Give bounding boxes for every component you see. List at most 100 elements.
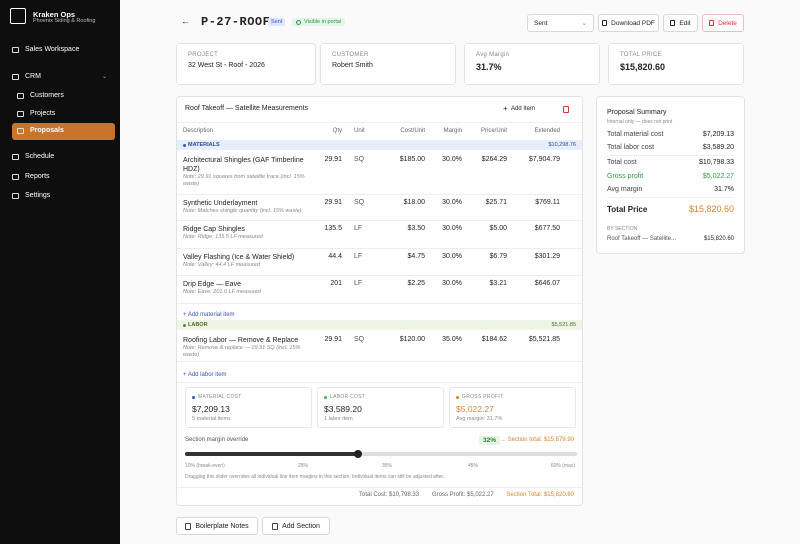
item-description: Valley Flashing (Ice & Water Shield): [183, 254, 295, 261]
slider-track: [185, 452, 577, 456]
item-qty: 135.5: [324, 225, 342, 232]
nav-item[interactable]: Schedule: [25, 153, 55, 160]
summary-value: $3,589.20: [702, 144, 734, 151]
divider: [177, 487, 582, 488]
nav-item[interactable]: Proposals: [30, 127, 64, 134]
stat-dot: [324, 396, 327, 399]
item-extended: $5,521.85: [528, 336, 560, 343]
item-extended: $7,904.79: [528, 156, 560, 163]
item-unit: LF: [354, 253, 363, 260]
nav-item[interactable]: Settings: [25, 192, 51, 199]
by-section-label: BY SECTION: [607, 226, 638, 232]
add-line-link[interactable]: + Add labor item: [183, 372, 227, 378]
item-price: $184.62: [481, 336, 507, 343]
nav-item[interactable]: Reports: [25, 173, 50, 180]
item-price: $264.29: [481, 156, 507, 163]
line-item[interactable]: Roofing Labor — Remove & Replace Note: Re…: [177, 332, 582, 362]
item-cost: $3.50: [407, 225, 425, 232]
group-dot: [183, 144, 186, 147]
footer-section-total: Section Total: $15,820.60: [506, 492, 574, 498]
status-select[interactable]: Sent ⌄: [527, 14, 594, 32]
nav-item[interactable]: Sales Workspace: [25, 46, 80, 53]
nav-icon: [12, 174, 19, 180]
slider-thumb[interactable]: [354, 450, 362, 458]
nav-icon: [17, 128, 24, 134]
group-dot: [183, 324, 186, 327]
line-item[interactable]: Drip Edge — Eave Note: Eave: 201.0 LF mea…: [177, 276, 582, 304]
item-qty: 29.91: [324, 336, 342, 343]
button-icon: [185, 522, 192, 530]
nav-item[interactable]: Projects: [30, 110, 56, 117]
stat-detail: 5 material items: [192, 416, 231, 422]
add-line-link[interactable]: + Add material item: [183, 312, 235, 318]
item-cost: $4.75: [407, 253, 425, 260]
column-header: Margin: [443, 128, 462, 134]
divider: [607, 197, 734, 198]
item-price: $3.21: [489, 280, 507, 287]
item-description: Drip Edge — Eave: [183, 281, 241, 288]
item-qty: 29.91: [324, 199, 342, 206]
info-label: TOTAL PRICE: [620, 52, 662, 58]
info-label: CUSTOMER: [332, 52, 369, 58]
group-total: $5,521.85: [551, 322, 576, 328]
item-margin: 30.0%: [442, 199, 462, 206]
slider-scale-label: 45%: [468, 463, 479, 469]
button-icon: [272, 522, 279, 530]
column-header: Description: [183, 128, 214, 134]
group-name: LABOR: [188, 322, 208, 328]
info-value: 32 West St - Roof - 2026: [188, 62, 265, 69]
bottom-action[interactable]: Boilerplate Notes: [176, 517, 258, 535]
stat-value: $3,589.20: [324, 404, 362, 414]
nav-item[interactable]: CRM: [25, 73, 41, 80]
back-button[interactable]: ←: [181, 16, 190, 26]
sidebar: Kraken Ops Phoenix Siding & Roofing Sale…: [0, 0, 120, 544]
group-header: MATERIALS $10,298.76: [177, 140, 582, 150]
bottom-action[interactable]: Add Section: [262, 517, 330, 535]
nav-item[interactable]: Customers: [30, 92, 64, 99]
stat-label: LABOR COST: [330, 394, 366, 400]
info-label: Avg Margin: [476, 52, 510, 58]
line-item[interactable]: Synthetic Underlayment Note: Matches shin…: [177, 195, 582, 221]
portal-badge: Visible in portal: [292, 18, 346, 26]
line-item[interactable]: Ridge Cap Shingles Note: Ridge: 135.5 LF …: [177, 221, 582, 249]
slider-scale-label: 35%: [382, 463, 393, 469]
summary-label: Total material cost: [607, 131, 664, 138]
item-unit: SQ: [354, 156, 365, 163]
info-value: $15,820.60: [620, 62, 666, 72]
proposal-title: P-27-ROOF: [201, 15, 271, 29]
item-extended: $769.11: [535, 199, 560, 206]
stat-dot: [456, 396, 459, 399]
column-header: Cost/Unit: [400, 128, 425, 134]
button-label: Edit: [679, 19, 691, 27]
delete-section-icon[interactable]: [563, 106, 569, 113]
action-button[interactable]: Edit: [663, 14, 698, 32]
summary-label: Total labor cost: [607, 144, 655, 151]
action-button[interactable]: Delete: [702, 14, 744, 32]
item-description: Architectural Shingles (GAF Timberline H…: [183, 157, 304, 173]
add-item-button[interactable]: Add Item: [511, 106, 536, 112]
item-note: Note: Matches shingle quantity (incl. 15…: [183, 208, 302, 214]
footer-total-cost: Total Cost: $10,798.33: [359, 492, 420, 498]
info-card: CUSTOMER Robert Smith: [320, 43, 456, 85]
item-price: $5.00: [489, 225, 507, 232]
item-price: $6.79: [489, 253, 507, 260]
button-label: Delete: [718, 19, 737, 27]
line-item[interactable]: Valley Flashing (Ice & Water Shield) Note…: [177, 249, 582, 276]
footer-gross-profit: Gross Profit: $5,022.27: [432, 492, 494, 498]
column-header: Qty: [332, 128, 342, 134]
summary-label: Avg margin: [607, 186, 643, 193]
item-note: Note: Ridge: 135.5 LF measured: [183, 234, 263, 240]
item-note: Note: Valley: 44.4 LF measured: [183, 262, 261, 268]
action-button[interactable]: Download PDF: [598, 14, 659, 32]
section-value: $15,820.60: [703, 236, 734, 242]
button-label: Add Section: [282, 522, 320, 530]
line-item[interactable]: Architectural Shingles (GAF Timberline H…: [177, 152, 582, 195]
item-note: Note: Eave: 201.0 LF measured: [183, 289, 261, 295]
item-extended: $677.50: [534, 225, 560, 232]
stat-dot: [192, 396, 195, 399]
portal-dot: [296, 20, 301, 25]
margin-label: Section margin override: [185, 437, 249, 443]
item-margin: 35.0%: [442, 336, 462, 343]
item-qty: 29.91: [324, 156, 342, 163]
item-unit: SQ: [354, 336, 365, 343]
